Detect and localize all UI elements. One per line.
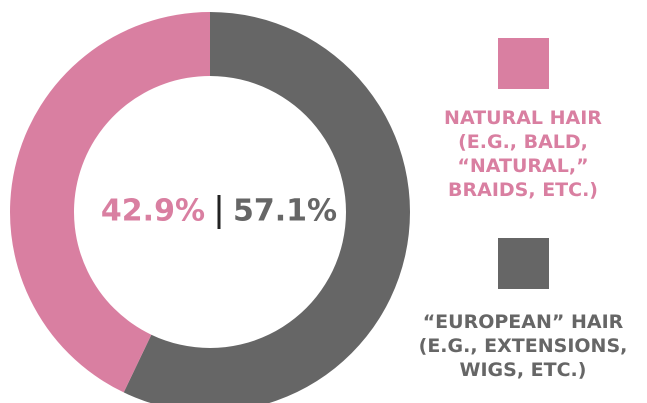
legend-swatch (498, 238, 549, 289)
value-label: 57.1% (233, 194, 337, 229)
value-label: 42.9% (101, 194, 205, 229)
legend-label: NATURAL HAIR (E.G., BALD, “NATURAL,” BRA… (444, 107, 602, 201)
donut-segment (123, 12, 410, 403)
legend-swatch (498, 38, 549, 89)
donut-segment (9, 11, 210, 393)
legend-label: “EUROPEAN” HAIR (E.G., EXTENSIONS, WIGS,… (418, 311, 628, 381)
